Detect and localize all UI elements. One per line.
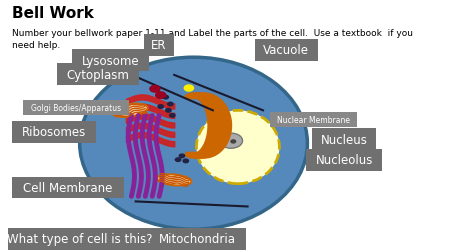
Circle shape bbox=[184, 86, 194, 92]
Text: Nucleus: Nucleus bbox=[321, 133, 368, 146]
Circle shape bbox=[179, 154, 184, 158]
Circle shape bbox=[170, 114, 175, 118]
Text: Bell Work: Bell Work bbox=[12, 6, 94, 21]
Text: Cytoplasm: Cytoplasm bbox=[67, 68, 130, 81]
Ellipse shape bbox=[157, 175, 191, 186]
Ellipse shape bbox=[80, 58, 307, 229]
Text: ER: ER bbox=[151, 39, 166, 52]
Circle shape bbox=[166, 109, 171, 113]
Text: Ribosomes: Ribosomes bbox=[22, 126, 86, 139]
Circle shape bbox=[168, 103, 173, 106]
FancyBboxPatch shape bbox=[13, 177, 124, 199]
Ellipse shape bbox=[220, 134, 243, 149]
Text: Mitochondria: Mitochondria bbox=[159, 232, 236, 245]
Text: Nuclear Membrane: Nuclear Membrane bbox=[277, 115, 350, 124]
FancyBboxPatch shape bbox=[23, 101, 129, 116]
FancyBboxPatch shape bbox=[0, 228, 166, 249]
FancyBboxPatch shape bbox=[72, 50, 148, 72]
Text: Golgi Bodies/Apparatus: Golgi Bodies/Apparatus bbox=[31, 104, 121, 113]
Ellipse shape bbox=[196, 111, 279, 184]
Circle shape bbox=[156, 92, 166, 99]
FancyBboxPatch shape bbox=[270, 112, 357, 127]
FancyBboxPatch shape bbox=[144, 35, 174, 56]
FancyBboxPatch shape bbox=[255, 40, 318, 61]
Circle shape bbox=[150, 86, 160, 93]
Text: Lysosome: Lysosome bbox=[82, 54, 140, 68]
FancyBboxPatch shape bbox=[12, 121, 95, 143]
FancyBboxPatch shape bbox=[148, 228, 246, 249]
FancyBboxPatch shape bbox=[57, 64, 139, 86]
FancyBboxPatch shape bbox=[306, 149, 382, 171]
Ellipse shape bbox=[112, 104, 148, 117]
Text: Number your bellwork paper 1-11 and Label the parts of the cell.  Use a textbook: Number your bellwork paper 1-11 and Labe… bbox=[12, 29, 413, 49]
Text: Vacuole: Vacuole bbox=[263, 44, 309, 57]
FancyBboxPatch shape bbox=[312, 129, 376, 151]
Circle shape bbox=[231, 140, 236, 143]
Circle shape bbox=[158, 105, 163, 109]
Circle shape bbox=[163, 96, 168, 100]
Circle shape bbox=[176, 158, 181, 162]
Circle shape bbox=[183, 160, 189, 163]
Text: Cell Membrane: Cell Membrane bbox=[23, 181, 113, 194]
Text: Nucleolus: Nucleolus bbox=[315, 153, 373, 167]
Text: What type of cell is this?: What type of cell is this? bbox=[7, 232, 153, 245]
